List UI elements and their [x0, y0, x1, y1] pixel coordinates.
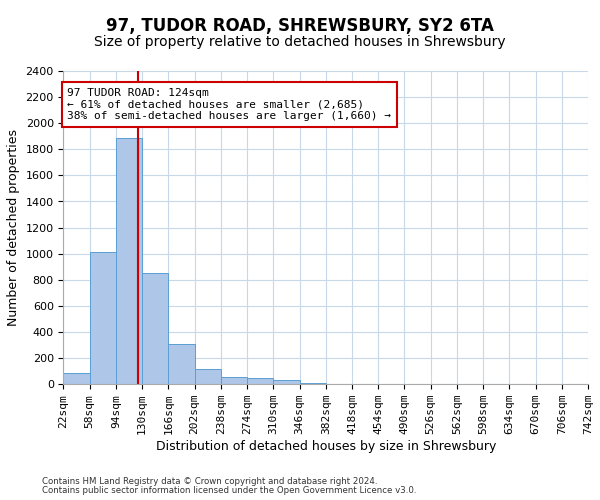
Text: Size of property relative to detached houses in Shrewsbury: Size of property relative to detached ho…	[94, 35, 506, 49]
Bar	[299, 383, 326, 384]
Text: Contains public sector information licensed under the Open Government Licence v3: Contains public sector information licen…	[42, 486, 416, 495]
Bar	[90, 252, 116, 384]
Bar	[274, 380, 299, 384]
Bar	[221, 377, 247, 384]
Text: 97, TUDOR ROAD, SHREWSBURY, SY2 6TA: 97, TUDOR ROAD, SHREWSBURY, SY2 6TA	[106, 18, 494, 36]
Bar	[142, 272, 169, 384]
X-axis label: Distribution of detached houses by size in Shrewsbury: Distribution of detached houses by size …	[155, 440, 496, 453]
Bar	[64, 373, 90, 384]
Bar	[116, 138, 142, 384]
Text: 97 TUDOR ROAD: 124sqm
← 61% of detached houses are smaller (2,685)
38% of semi-d: 97 TUDOR ROAD: 124sqm ← 61% of detached …	[67, 88, 391, 121]
Bar	[194, 370, 221, 384]
Y-axis label: Number of detached properties: Number of detached properties	[7, 129, 20, 326]
Bar	[169, 344, 194, 385]
Bar	[247, 378, 274, 384]
Text: Contains HM Land Registry data © Crown copyright and database right 2024.: Contains HM Land Registry data © Crown c…	[42, 477, 377, 486]
